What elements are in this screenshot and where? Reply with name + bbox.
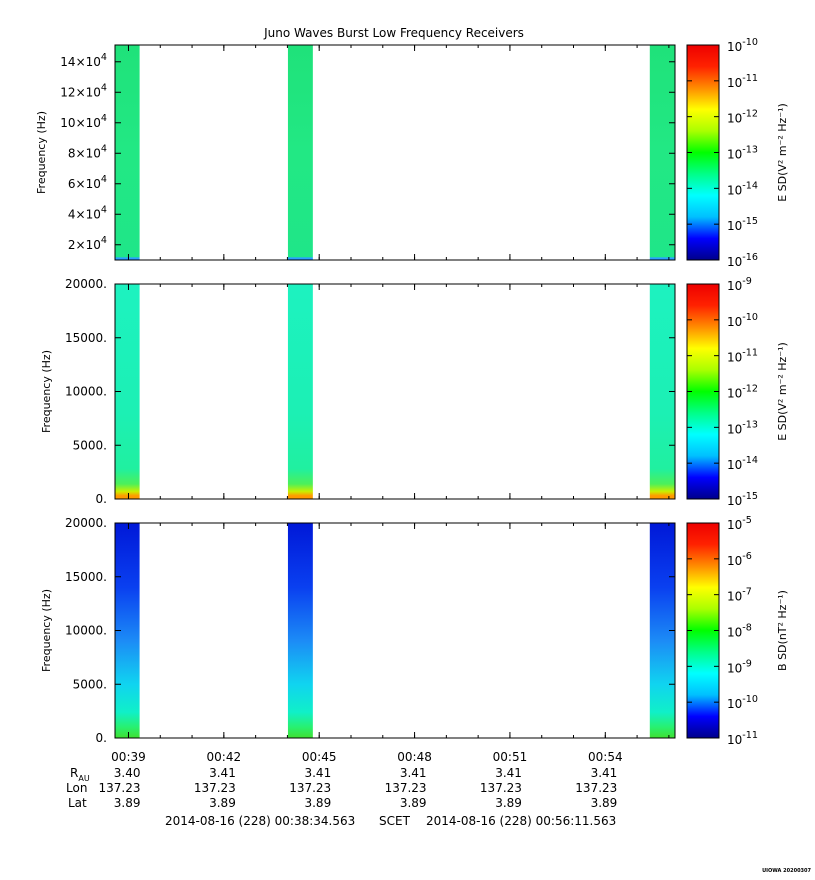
- y-tick-label: 20000.: [65, 277, 107, 291]
- ephemeris-lon-value: 137.23: [98, 781, 140, 795]
- colorbar-tick-label: 10-15: [727, 216, 758, 233]
- colorbar-tick-label: 10-10: [727, 37, 758, 54]
- ephemeris-r-value: 3.41: [495, 766, 522, 780]
- plot-frame: [114, 283, 676, 500]
- panels-group: 2×104 4×104 6×104 8×104 10×104 12×104 14×104 Fr…: [35, 37, 789, 747]
- ephemeris-lon-value: 137.23: [289, 781, 331, 795]
- x-axis-group: 00:393.40137.233.8900:423.41137.233.8900…: [66, 750, 623, 828]
- ephemeris-r-value: 3.41: [400, 766, 427, 780]
- colorbar-label: E SD(V² m⁻² Hz⁻¹): [776, 103, 789, 202]
- footer-stamp: UIOWA 20200307: [762, 868, 811, 874]
- colorbar-tick-label: 10-8: [727, 623, 752, 640]
- y-tick-label: 4×104: [68, 204, 107, 221]
- y-tick-label: 6×104: [68, 174, 107, 191]
- y-tick-label: 20000.: [65, 516, 107, 530]
- colorbar-tick-label: 10-11: [727, 348, 758, 365]
- y-tick-label: 15000.: [65, 570, 107, 584]
- ephemeris-r-value: 3.41: [591, 766, 618, 780]
- panel-2: 0. 5000. 10000. 15000. 20000. Frequency (Hz) 1…: [40, 276, 789, 508]
- y-tick-label: 10000.: [65, 385, 107, 399]
- x-tick-label: 00:42: [207, 750, 242, 764]
- x-tick-label: 00:51: [493, 750, 528, 764]
- y-tick-label: 2×104: [68, 235, 107, 252]
- colorbar-tick-label: 10-12: [727, 109, 758, 126]
- figure-title: Juno Waves Burst Low Frequency Receivers: [263, 26, 524, 40]
- ephemeris-r-value: 3.41: [209, 766, 236, 780]
- colorbar-tick-label: 10-14: [727, 180, 758, 197]
- ephemeris-lat-value: 3.89: [495, 796, 522, 810]
- time-range-end: 2014-08-16 (228) 00:56:11.563: [426, 814, 616, 828]
- panel-1: 2×104 4×104 6×104 8×104 10×104 12×104 14×104 Fr…: [35, 37, 789, 269]
- ephemeris-lon-value: 137.23: [194, 781, 236, 795]
- colorbar-tick-label: 10-6: [727, 551, 752, 568]
- y-tick-label: 0.: [96, 731, 107, 745]
- colorbar-tick-label: 10-7: [727, 587, 752, 604]
- y-tick-label: 14×104: [60, 52, 107, 69]
- y-axis-label: Frequency (Hz): [40, 589, 53, 672]
- y-tick-label: 10000.: [65, 624, 107, 638]
- colorbar-tick-label: 10-9: [727, 658, 752, 675]
- time-range-scet: SCET: [379, 814, 411, 828]
- ephemeris-r-value: 3.40: [114, 766, 141, 780]
- colorbar-tick-label: 10-12: [727, 384, 758, 401]
- burst-column: [287, 45, 313, 260]
- colorbar-label: E SD(V² m⁻² Hz⁻¹): [776, 342, 789, 441]
- ephemeris-r-value: 3.41: [304, 766, 331, 780]
- ephemeris-lon-value: 137.23: [480, 781, 522, 795]
- colorbar-tick-label: 10-10: [727, 312, 758, 329]
- y-tick-label: 5000.: [73, 438, 107, 452]
- ephemeris-lat-value: 3.89: [400, 796, 427, 810]
- x-tick-label: 00:54: [588, 750, 623, 764]
- x-tick-label: 00:39: [111, 750, 146, 764]
- colorbar-tick-label: 10-14: [727, 455, 758, 472]
- ephemeris-lon-value: 137.23: [575, 781, 617, 795]
- x-tick-label: 00:45: [302, 750, 337, 764]
- y-axis-label: Frequency (Hz): [35, 111, 48, 194]
- y-tick-label: 8×104: [68, 143, 107, 160]
- y-tick-label: 10×104: [60, 113, 107, 130]
- colorbar-label: B SD(nT² Hz⁻¹): [776, 590, 789, 671]
- y-tick-label: 12×104: [60, 82, 107, 99]
- colorbar-tick-label: 10-13: [727, 419, 758, 436]
- colorbar-tick-label: 10-15: [727, 491, 758, 508]
- colorbar: [686, 44, 720, 261]
- colorbar-tick-label: 10-13: [727, 145, 758, 162]
- colorbar-tick-label: 10-10: [727, 694, 758, 711]
- burst-column: [649, 45, 675, 260]
- colorbar-tick-label: 10-16: [727, 252, 758, 269]
- ephemeris-lat-value: 3.89: [591, 796, 618, 810]
- y-tick-label: 5000.: [73, 677, 107, 691]
- ephemeris-lon-value: 137.23: [385, 781, 427, 795]
- colorbar-tick-label: 10-9: [727, 276, 752, 293]
- colorbar-tick-label: 10-5: [727, 515, 752, 532]
- ephemeris-lat-label: Lat: [68, 796, 87, 810]
- ephemeris-r-label: RAU: [70, 766, 90, 783]
- colorbar-tick-label: 10-11: [727, 73, 758, 90]
- ephemeris-lon-label: Lon: [66, 781, 87, 795]
- colorbar-tick-label: 10-11: [727, 730, 758, 747]
- colorbar: [686, 522, 720, 739]
- ephemeris-lat-value: 3.89: [114, 796, 141, 810]
- ephemeris-lat-value: 3.89: [304, 796, 331, 810]
- y-axis-label: Frequency (Hz): [40, 350, 53, 433]
- x-tick-label: 00:48: [397, 750, 432, 764]
- burst-column: [287, 523, 313, 738]
- burst-column: [287, 284, 313, 499]
- burst-column: [114, 45, 140, 260]
- plot-frame: [114, 44, 676, 261]
- panel-3: 0. 5000. 10000. 15000. 20000. Frequency (Hz) 1…: [40, 515, 789, 747]
- y-tick-label: 15000.: [65, 331, 107, 345]
- ephemeris-lat-value: 3.89: [209, 796, 236, 810]
- y-tick-label: 0.: [96, 492, 107, 506]
- time-range-start: 2014-08-16 (228) 00:38:34.563: [165, 814, 355, 828]
- plot-frame: [114, 522, 676, 739]
